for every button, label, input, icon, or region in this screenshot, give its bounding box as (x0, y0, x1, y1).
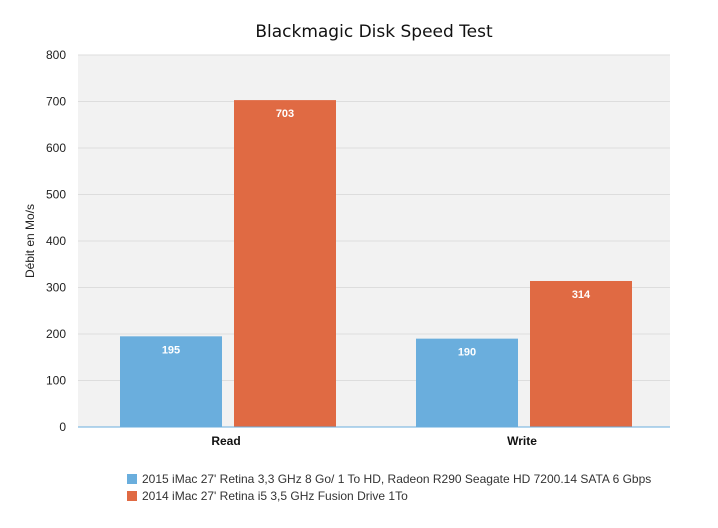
legend: 2015 iMac 27' Retina 3,3 GHz 8 Go/ 1 To … (127, 470, 651, 504)
y-tick-label: 400 (46, 234, 66, 248)
y-tick-label: 800 (46, 48, 66, 62)
bar-series-1-read (120, 336, 222, 427)
plot-area: 0 100 200 300 400 500 600 700 800 195 703 Read 190 31… (46, 48, 670, 448)
y-tick-label: 200 (46, 327, 66, 341)
legend-item-series-1: 2015 iMac 27' Retina 3,3 GHz 8 Go/ 1 To … (127, 470, 651, 487)
chart-title: Blackmagic Disk Speed Test (255, 22, 493, 42)
legend-label-series-1: 2015 iMac 27' Retina 3,3 GHz 8 Go/ 1 To … (142, 471, 652, 486)
bar-series-1-write (416, 338, 518, 427)
y-tick-label: 700 (46, 95, 66, 109)
y-tick-label: 500 (46, 188, 66, 202)
y-tick-label: 600 (46, 141, 66, 155)
data-label: 195 (162, 344, 180, 356)
legend-label-series-2: 2014 iMac 27' Retina i5 3,5 GHz Fusion D… (142, 488, 408, 503)
legend-swatch-series-1 (127, 473, 137, 484)
bar-series-2-write (530, 280, 632, 427)
legend-swatch-series-2 (127, 490, 137, 501)
y-tick-label: 0 (59, 420, 66, 434)
y-tick-label: 300 (46, 281, 66, 295)
legend-item-series-2: 2014 iMac 27' Retina i5 3,5 GHz Fusion D… (127, 487, 651, 504)
data-label: 190 (458, 347, 476, 359)
bar-series-2-read (234, 100, 336, 427)
y-axis-label: Débit en Mo/s (23, 204, 37, 278)
data-label: 314 (572, 289, 591, 301)
y-tick-label: 100 (46, 374, 66, 388)
data-label: 703 (276, 108, 294, 120)
x-category-label: Read (211, 434, 240, 448)
x-category-label: Write (507, 434, 537, 448)
